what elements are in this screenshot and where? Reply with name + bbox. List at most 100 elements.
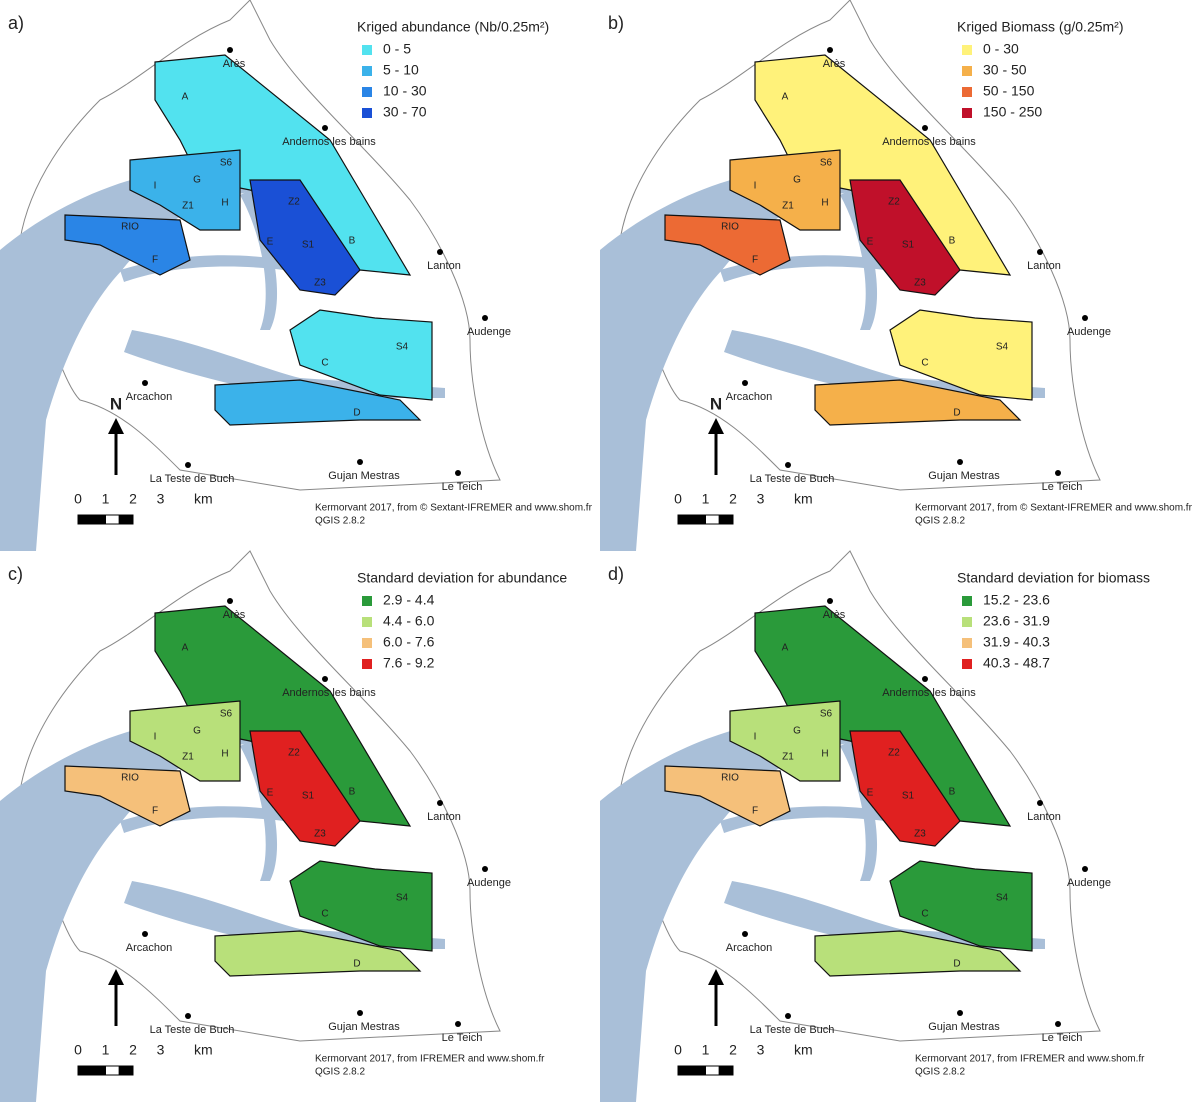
legend-title: Kriged Biomass (g/0.25m²) bbox=[957, 19, 1124, 35]
zone-label: Z1 bbox=[182, 752, 194, 763]
zone-label: Z3 bbox=[314, 829, 326, 840]
zone-label: S4 bbox=[396, 893, 409, 904]
place-dot bbox=[437, 800, 443, 806]
credit: QGIS 2.8.2 bbox=[915, 1067, 965, 1078]
place-label: Andernos les bains bbox=[282, 687, 376, 699]
zone-label: A bbox=[182, 643, 189, 654]
scale-label: 3 bbox=[157, 491, 165, 507]
place-dot bbox=[1055, 1021, 1061, 1027]
scale-label: 1 bbox=[102, 1042, 110, 1058]
legend-label: 5 - 10 bbox=[383, 62, 419, 78]
scale-bar bbox=[718, 514, 734, 525]
place-label: Audenge bbox=[467, 877, 511, 889]
scale-bar bbox=[677, 514, 693, 525]
legend-label: 7.6 - 9.2 bbox=[383, 655, 435, 671]
zone-area bbox=[814, 379, 1022, 426]
scale-bar bbox=[77, 514, 93, 525]
place-label: Lanton bbox=[427, 811, 461, 823]
place-dot bbox=[827, 47, 833, 53]
zone-label: H bbox=[221, 749, 228, 760]
place-label: Audenge bbox=[1067, 877, 1111, 889]
zone-label: F bbox=[752, 806, 758, 817]
zone-area bbox=[249, 730, 361, 847]
legend-swatch bbox=[362, 617, 372, 627]
zone-label: RIO bbox=[121, 222, 139, 233]
zone-label: I bbox=[154, 732, 157, 743]
scale-bar bbox=[718, 1065, 734, 1076]
zone-label: S1 bbox=[302, 240, 315, 251]
zone-label: RIO bbox=[721, 773, 739, 784]
zone-label: RIO bbox=[721, 222, 739, 233]
scale-bar bbox=[91, 514, 106, 525]
zone-area bbox=[849, 730, 961, 847]
zone-label: E bbox=[267, 788, 274, 799]
zone-label: S6 bbox=[820, 709, 833, 720]
zone-label: F bbox=[752, 255, 758, 266]
panel-label: c) bbox=[8, 564, 23, 584]
zone-label: E bbox=[867, 237, 874, 248]
legend-swatch bbox=[362, 659, 372, 669]
place-label: Arcachon bbox=[726, 391, 772, 403]
zone-label: S1 bbox=[902, 240, 915, 251]
legend-label: 4.4 - 6.0 bbox=[383, 613, 435, 629]
legend-label: 31.9 - 40.3 bbox=[983, 634, 1050, 650]
zone-label: S4 bbox=[396, 342, 409, 353]
legend-swatch bbox=[962, 617, 972, 627]
panel-label: d) bbox=[608, 564, 624, 584]
zone-label: A bbox=[182, 92, 189, 103]
zone-label: A bbox=[782, 643, 789, 654]
place-dot bbox=[1082, 866, 1088, 872]
zone-label: Z2 bbox=[888, 197, 900, 208]
zone-area bbox=[289, 309, 433, 401]
zone-label: B bbox=[349, 787, 356, 798]
zone-label: Z1 bbox=[182, 201, 194, 212]
zone-area bbox=[729, 149, 841, 231]
legend-swatch bbox=[962, 596, 972, 606]
legend-swatch bbox=[362, 45, 372, 55]
zone-label: S6 bbox=[820, 158, 833, 169]
scale-label: 2 bbox=[729, 1042, 737, 1058]
place-dot bbox=[437, 249, 443, 255]
place-label: La Teste de Buch bbox=[750, 473, 835, 485]
credit: Kermorvant 2017, from © Sextant-IFREMER … bbox=[915, 503, 1193, 514]
place-dot bbox=[142, 380, 148, 386]
place-label: Le Teich bbox=[442, 1032, 483, 1044]
zone-area bbox=[729, 700, 841, 782]
scale-label: km bbox=[194, 1042, 213, 1058]
credit: QGIS 2.8.2 bbox=[315, 516, 365, 527]
scale-label: 0 bbox=[674, 491, 682, 507]
credit: QGIS 2.8.2 bbox=[315, 1067, 365, 1078]
place-dot bbox=[957, 459, 963, 465]
place-label: Arès bbox=[823, 609, 846, 621]
scale-label: 0 bbox=[674, 1042, 682, 1058]
credit: Kermorvant 2017, from IFREMER and www.sh… bbox=[915, 1054, 1145, 1065]
legend-title: Standard deviation for abundance bbox=[357, 570, 567, 586]
zone-label: G bbox=[793, 726, 801, 737]
place-label: Andernos les bains bbox=[882, 687, 976, 699]
zone-label: E bbox=[267, 237, 274, 248]
scale-bar bbox=[77, 1065, 93, 1076]
place-label: Gujan Mestras bbox=[328, 470, 400, 482]
scale-label: km bbox=[794, 491, 813, 507]
zone-area bbox=[664, 214, 791, 276]
place-dot bbox=[1055, 470, 1061, 476]
zone-label: Z2 bbox=[288, 748, 300, 759]
legend-swatch bbox=[362, 638, 372, 648]
place-dot bbox=[922, 676, 928, 682]
legend-title: Kriged abundance (Nb/0.25m²) bbox=[357, 19, 549, 35]
place-label: La Teste de Buch bbox=[150, 473, 235, 485]
zone-area bbox=[289, 860, 433, 952]
place-label: Gujan Mestras bbox=[928, 470, 1000, 482]
zone-label: C bbox=[321, 909, 328, 920]
place-dot bbox=[455, 470, 461, 476]
scale-label: 0 bbox=[74, 1042, 82, 1058]
place-label: Arès bbox=[223, 609, 246, 621]
place-label: Arès bbox=[823, 58, 846, 70]
place-label: Lanton bbox=[427, 260, 461, 272]
zone-label: C bbox=[321, 358, 328, 369]
legend-label: 15.2 - 23.6 bbox=[983, 592, 1050, 608]
place-dot bbox=[142, 931, 148, 937]
zone-label: S4 bbox=[996, 893, 1009, 904]
place-dot bbox=[827, 598, 833, 604]
scale-bar bbox=[105, 514, 120, 525]
